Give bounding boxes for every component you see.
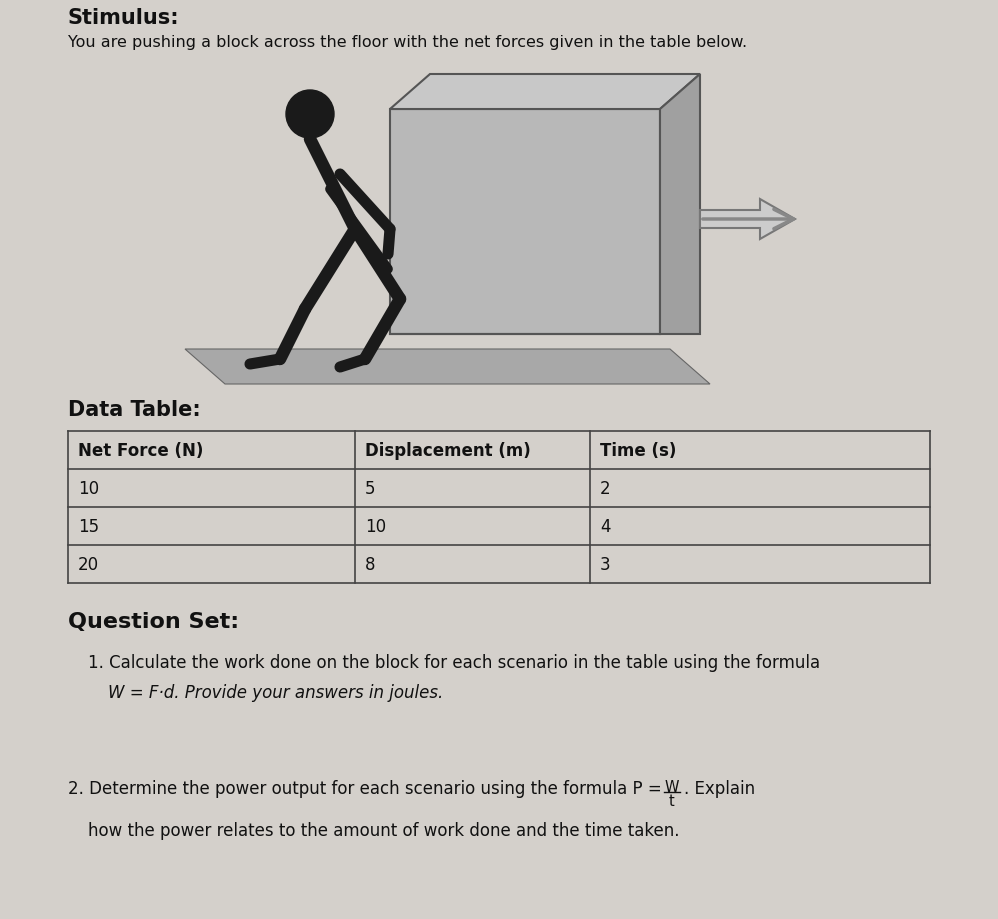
Text: 2: 2: [600, 480, 611, 497]
Text: W: W: [665, 779, 680, 794]
Text: 10: 10: [365, 517, 386, 536]
Polygon shape: [185, 349, 710, 384]
Text: 15: 15: [78, 517, 99, 536]
Text: W = F·d. Provide your answers in joules.: W = F·d. Provide your answers in joules.: [108, 683, 443, 701]
Polygon shape: [390, 75, 700, 110]
Text: 2. Determine the power output for each scenario using the formula P =: 2. Determine the power output for each s…: [68, 779, 662, 797]
Polygon shape: [660, 75, 700, 335]
Text: Time (s): Time (s): [600, 441, 677, 460]
Text: Displacement (m): Displacement (m): [365, 441, 531, 460]
Circle shape: [286, 91, 334, 139]
Text: Net Force (N): Net Force (N): [78, 441, 204, 460]
Text: 3: 3: [600, 555, 611, 573]
Text: 4: 4: [600, 517, 611, 536]
Text: Question Set:: Question Set:: [68, 611, 240, 631]
Text: 20: 20: [78, 555, 99, 573]
Text: t: t: [669, 793, 675, 808]
Text: 10: 10: [78, 480, 99, 497]
Text: Data Table:: Data Table:: [68, 400, 201, 420]
Text: You are pushing a block across the floor with the net forces given in the table : You are pushing a block across the floor…: [68, 35, 748, 50]
Text: Stimulus:: Stimulus:: [68, 8, 180, 28]
Text: 1. Calculate the work done on the block for each scenario in the table using the: 1. Calculate the work done on the block …: [88, 653, 820, 671]
FancyBboxPatch shape: [390, 110, 660, 335]
FancyArrow shape: [700, 199, 795, 240]
Text: how the power relates to the amount of work done and the time taken.: how the power relates to the amount of w…: [88, 821, 680, 839]
Text: . Explain: . Explain: [684, 779, 755, 797]
Text: 8: 8: [365, 555, 375, 573]
Text: 5: 5: [365, 480, 375, 497]
